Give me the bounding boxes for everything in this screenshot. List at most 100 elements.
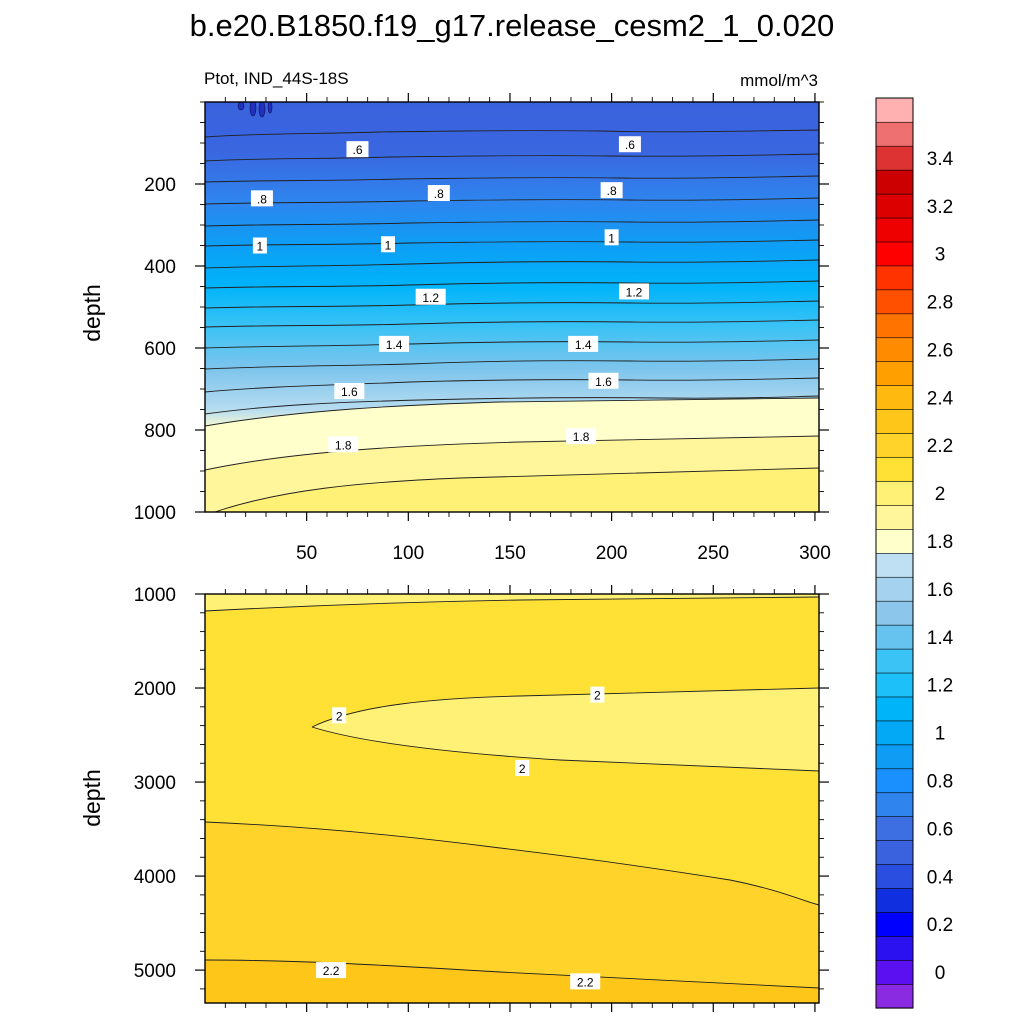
contour-label: 1 (380, 236, 395, 253)
colorbar-tick-label: 1.8 (927, 532, 953, 553)
contour-label: .8 (250, 190, 273, 207)
colorbar-tick-label: 3.2 (927, 197, 953, 218)
y-tick-label: 2000 (134, 679, 176, 700)
contour-label: 1.8 (566, 428, 597, 445)
contour-label: 2.2 (316, 962, 347, 979)
y-tick-label: 3000 (134, 773, 176, 794)
contour-label-text: 1.4 (575, 338, 592, 352)
lower-y-axis-label: depth (79, 769, 105, 827)
colorbar-swatch (875, 744, 914, 770)
contour-label-text: 2.2 (577, 975, 594, 989)
colorbar-swatch (875, 864, 914, 889)
x-tick-label: 300 (799, 543, 831, 564)
y-tick-label: 1000 (134, 503, 176, 524)
colorbar-frame (875, 97, 914, 1009)
contour-label: 2.2 (570, 973, 601, 990)
colorbar-swatch (875, 600, 914, 626)
lower-contour-labels: 2 2 2 2.2 2.2 (316, 686, 605, 990)
colorbar-swatch (875, 217, 914, 243)
contour-label-text: 1.8 (335, 438, 352, 452)
colorbar-tick-label: 2.2 (927, 436, 953, 457)
colorbar-swatch (875, 337, 914, 363)
contour-label-text: 2 (519, 762, 526, 776)
colorbar-swatch (875, 241, 914, 267)
colorbar-tick-label: 2.8 (927, 293, 953, 314)
colorbar-tick-label: 0.6 (927, 819, 953, 840)
colorbar-swatch (875, 432, 914, 458)
x-tick-label: 50 (296, 543, 317, 564)
contour-label-text: 2.2 (323, 964, 340, 978)
upper-axis-ticks: 50 100 150 200 250 300 200 400 600 800 1000 (134, 93, 831, 564)
contour-label: .8 (600, 182, 623, 199)
colorbar-swatch (875, 361, 914, 386)
contour-label: 2 (332, 707, 347, 724)
x-tick-label: 150 (494, 543, 526, 564)
contour-label-text: 1.2 (422, 291, 439, 305)
contour-label-text: .6 (625, 138, 635, 152)
y-tick-label: 5000 (134, 961, 176, 982)
colorbar-swatch (875, 935, 914, 961)
colorbar-swatch (875, 313, 914, 339)
contour-label-text: 1 (385, 238, 392, 252)
colorbar-swatch (875, 959, 914, 985)
contour-label-text: 1.8 (573, 430, 590, 444)
colorbar-tick-label: 3.4 (927, 149, 954, 170)
colorbar-tick-label: 1.6 (927, 580, 953, 601)
units-label: mmol/m^3 (740, 71, 818, 90)
contour-label-text: 1.6 (341, 385, 358, 399)
contour-label-text: 1 (257, 240, 264, 254)
colorbar-swatch (875, 289, 914, 315)
contour-label-text: .6 (352, 143, 362, 157)
contour-label-text: .8 (257, 192, 267, 206)
contour-label: 1.6 (334, 383, 365, 400)
variable-label: Ptot, IND_44S-18S (204, 69, 349, 88)
colorbar-swatch (875, 576, 914, 602)
colorbar-swatch (875, 672, 914, 698)
contour-label-text: 1 (608, 231, 615, 245)
lower-plot-frame (204, 593, 820, 1004)
colorbar-swatch (875, 97, 914, 123)
upper-contour-lines (205, 129, 819, 512)
colorbar-swatch (875, 624, 914, 650)
colorbar-swatch (875, 409, 914, 434)
colorbar-swatch (875, 552, 914, 578)
colorbar-tick-label: 0.8 (927, 772, 953, 793)
colorbar-tick-label: 3 (935, 245, 946, 266)
colorbar: 0 0.2 0.4 0.6 0.8 1 1.2 1.4 1.6 1.8 2 2.2 2.4 2.6 2.8 3… (875, 97, 954, 1009)
x-tick-label: 200 (596, 543, 628, 564)
colorbar-swatch (875, 121, 914, 147)
colorbar-tick-label: 1.2 (927, 676, 953, 697)
contour-label: 2 (590, 686, 605, 703)
colorbar-swatch (875, 911, 914, 937)
x-tick-label: 250 (697, 543, 729, 564)
colorbar-tick-label: 2.4 (927, 388, 954, 409)
colorbar-tick-label: 1.4 (927, 628, 954, 649)
y-tick-label: 800 (144, 421, 176, 442)
contour-label: .6 (618, 136, 641, 153)
colorbar-swatch (875, 528, 914, 554)
contour-label-text: 1.6 (595, 375, 612, 389)
colorbar-swatch (875, 385, 914, 410)
colorbar-swatch (875, 840, 914, 865)
colorbar-swatch (875, 720, 914, 746)
contour-label: 1.4 (379, 335, 410, 352)
contour-label-text: 2 (336, 709, 343, 723)
y-tick-label: 4000 (134, 867, 176, 888)
upper-small-features (237, 102, 273, 118)
contour-label: 1.6 (588, 372, 619, 389)
y-tick-label: 1000 (134, 585, 176, 606)
contour-label-text: .8 (434, 187, 444, 201)
contour-label-text: 1.4 (386, 338, 403, 352)
contour-label: .6 (346, 141, 369, 158)
chart-title: b.e20.B1850.f19_g17.release_cesm2_1_0.02… (190, 8, 835, 43)
colorbar-tick-label: 1 (935, 724, 946, 745)
colorbar-tick-label: 0.2 (927, 915, 953, 936)
y-tick-label: 200 (144, 175, 176, 196)
colorbar-tick-label: 0 (935, 963, 946, 984)
contour-label: .8 (427, 185, 450, 202)
colorbar-swatch (875, 456, 914, 482)
colorbar-swatch (875, 648, 914, 674)
contour-label-text: .8 (607, 184, 617, 198)
colorbar-swatch (875, 480, 914, 506)
